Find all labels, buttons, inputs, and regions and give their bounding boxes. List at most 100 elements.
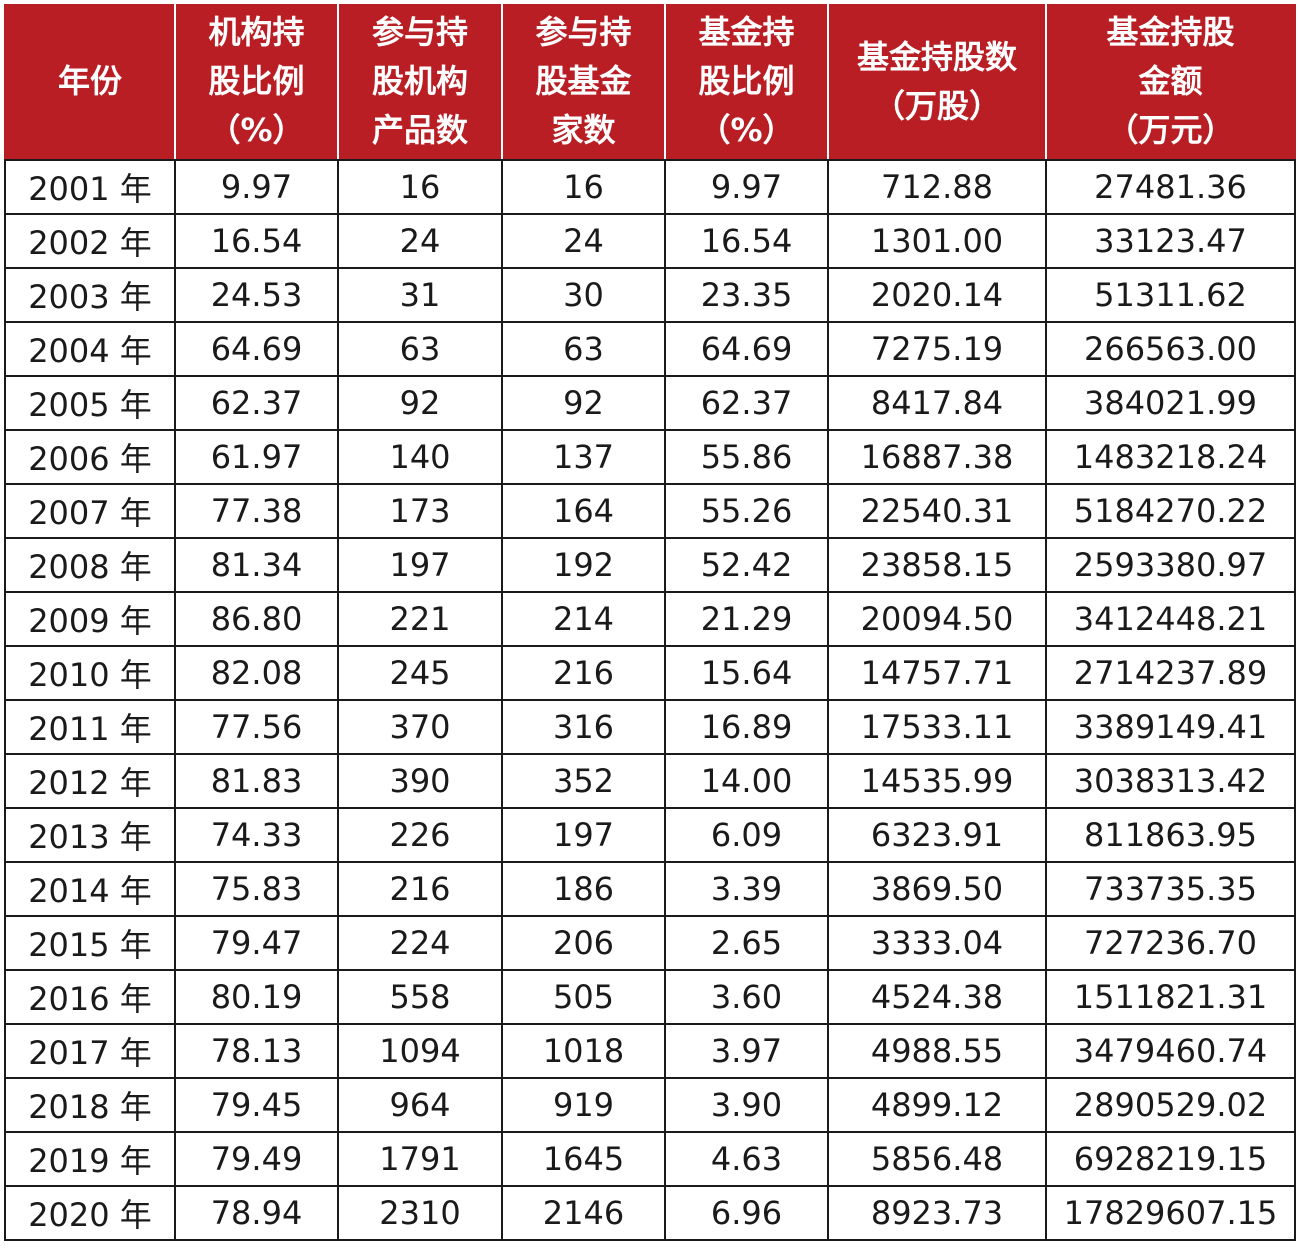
header-line: 基金持 [698, 13, 795, 51]
participating-funds-cell: 192 [501, 537, 666, 593]
table-row: 2017 年 78.13 1094 1018 3.97 4988.55 3479460.74 [4, 1023, 1296, 1079]
institution-products-cell: 390 [337, 753, 503, 809]
institution-products-cell: 226 [337, 807, 503, 863]
fund-amount-cell: 33123.47 [1045, 213, 1296, 269]
institution-products-cell: 224 [337, 915, 503, 971]
table-row: 2016 年 80.19 558 505 3.60 4524.38 1511821.31 [4, 969, 1296, 1025]
institution-ratio-cell: 78.94 [174, 1185, 339, 1241]
fund-ratio-cell: 23.35 [664, 267, 829, 323]
table-row: 2020 年 78.94 2310 2146 6.96 8923.73 17829607.1… [4, 1185, 1296, 1241]
year-cell: 2014 年 [4, 861, 176, 917]
fund-amount-cell: 3389149.41 [1045, 699, 1296, 755]
fund-ratio-cell: 3.39 [664, 861, 829, 917]
participating-funds-cell: 197 [501, 807, 666, 863]
participating-funds-cell: 92 [501, 375, 666, 431]
fund-amount-cell: 27481.36 [1045, 159, 1296, 215]
fund-shares-cell: 3869.50 [827, 861, 1047, 917]
fund-ratio-cell: 3.60 [664, 969, 829, 1025]
institution-ratio-cell: 81.83 [174, 753, 339, 809]
institution-products-cell: 197 [337, 537, 503, 593]
participating-funds-cell: 63 [501, 321, 666, 377]
year-cell: 2007 年 [4, 483, 176, 539]
header-line: 股比例 [208, 62, 305, 100]
header-participating-funds: 参与持 股基金 家数 [501, 4, 666, 161]
institution-ratio-cell: 80.19 [174, 969, 339, 1025]
header-fund-ratio: 基金持 股比例 （%） [664, 4, 829, 161]
institution-products-cell: 1791 [337, 1131, 503, 1187]
fund-shares-cell: 22540.31 [827, 483, 1047, 539]
year-cell: 2019 年 [4, 1131, 176, 1187]
year-cell: 2008 年 [4, 537, 176, 593]
year-cell: 2012 年 [4, 753, 176, 809]
table-body: 2001 年 9.97 16 16 9.97 712.88 27481.36 2002 年 16… [4, 159, 1296, 1241]
table-row: 2006 年 61.97 140 137 55.86 16887.38 1483218.24 [4, 429, 1296, 485]
fund-amount-cell: 6928219.15 [1045, 1131, 1296, 1187]
year-cell: 2003 年 [4, 267, 176, 323]
institution-ratio-cell: 77.56 [174, 699, 339, 755]
fund-amount-cell: 1483218.24 [1045, 429, 1296, 485]
header-line: （万股） [872, 86, 1001, 125]
institution-ratio-cell: 75.83 [174, 861, 339, 917]
participating-funds-cell: 186 [501, 861, 666, 917]
fund-ratio-cell: 3.97 [664, 1023, 829, 1079]
institution-products-cell: 216 [337, 861, 503, 917]
table-header: 年份 机构持 股比例 （%） 参与持 股机构 产品数 参与持 股基金 家数 基金持 股比例 （%） 基金持… [4, 4, 1296, 161]
institution-products-cell: 2310 [337, 1185, 503, 1241]
institution-ratio-cell: 77.38 [174, 483, 339, 539]
table-row: 2009 年 86.80 221 214 21.29 20094.50 3412448.21 [4, 591, 1296, 647]
fund-amount-cell: 3412448.21 [1045, 591, 1296, 647]
fund-ratio-cell: 55.26 [664, 483, 829, 539]
fund-shares-cell: 1301.00 [827, 213, 1047, 269]
institution-ratio-cell: 64.69 [174, 321, 339, 377]
fund-shares-cell: 4524.38 [827, 969, 1047, 1025]
year-cell: 2002 年 [4, 213, 176, 269]
institution-ratio-cell: 9.97 [174, 159, 339, 215]
participating-funds-cell: 206 [501, 915, 666, 971]
table-row: 2003 年 24.53 31 30 23.35 2020.14 51311.62 [4, 267, 1296, 323]
fund-ratio-cell: 2.65 [664, 915, 829, 971]
fund-shares-cell: 8923.73 [827, 1185, 1047, 1241]
fund-shares-cell: 712.88 [827, 159, 1047, 215]
header-line: 机构持 [208, 13, 305, 51]
participating-funds-cell: 919 [501, 1077, 666, 1133]
participating-funds-cell: 1018 [501, 1023, 666, 1079]
table-row: 2014 年 75.83 216 186 3.39 3869.50 733735.35 [4, 861, 1296, 917]
fund-shares-cell: 7275.19 [827, 321, 1047, 377]
header-line: （%） [208, 111, 305, 149]
header-line: 年份 [57, 62, 122, 100]
fund-ratio-cell: 55.86 [664, 429, 829, 485]
fund-ratio-cell: 3.90 [664, 1077, 829, 1133]
year-cell: 2018 年 [4, 1077, 176, 1133]
table-row: 2011 年 77.56 370 316 16.89 17533.11 3389149.41 [4, 699, 1296, 755]
header-institution-ratio: 机构持股比例 （%） [174, 4, 339, 161]
institution-products-cell: 370 [337, 699, 503, 755]
fund-ratio-cell: 16.89 [664, 699, 829, 755]
fund-amount-cell: 2890529.02 [1045, 1077, 1296, 1133]
participating-funds-cell: 164 [501, 483, 666, 539]
header-line: （万元） [1106, 111, 1235, 149]
institution-products-cell: 92 [337, 375, 503, 431]
table-row: 2008 年 81.34 197 192 52.42 23858.15 2593380.97 [4, 537, 1296, 593]
year-cell: 2009 年 [4, 591, 176, 647]
header-line: 基金持股 [1106, 13, 1235, 51]
header-line: 金额 [1138, 62, 1203, 100]
header-fund-amount: 基金持股金额 （万元） [1045, 4, 1296, 161]
institution-products-cell: 1094 [337, 1023, 503, 1079]
header-line: 基金持股数 [856, 37, 1017, 76]
fund-holdings-table: 年份 机构持 股比例 （%） 参与持 股机构 产品数 参与持 股基金 家数 基金持 股比例 （%） 基金持… [4, 4, 1296, 1241]
table-container: 年份 机构持 股比例 （%） 参与持 股机构 产品数 参与持 股基金 家数 基金持 股比例 （%） 基金持… [4, 4, 1296, 1243]
institution-products-cell: 558 [337, 969, 503, 1025]
fund-shares-cell: 6323.91 [827, 807, 1047, 863]
participating-funds-cell: 2146 [501, 1185, 666, 1241]
table-row: 2015 年 79.47 224 206 2.65 3333.04 727236.70 [4, 915, 1296, 971]
institution-products-cell: 173 [337, 483, 503, 539]
year-cell: 2020 年 [4, 1185, 176, 1241]
header-institution-products: 参与持 股机构 产品数 [337, 4, 503, 161]
year-cell: 2001 年 [4, 159, 176, 215]
institution-products-cell: 24 [337, 213, 503, 269]
fund-amount-cell: 733735.35 [1045, 861, 1296, 917]
participating-funds-cell: 1645 [501, 1131, 666, 1187]
fund-amount-cell: 17829607.15 [1045, 1185, 1296, 1241]
fund-amount-cell: 3479460.74 [1045, 1023, 1296, 1079]
year-cell: 2005 年 [4, 375, 176, 431]
